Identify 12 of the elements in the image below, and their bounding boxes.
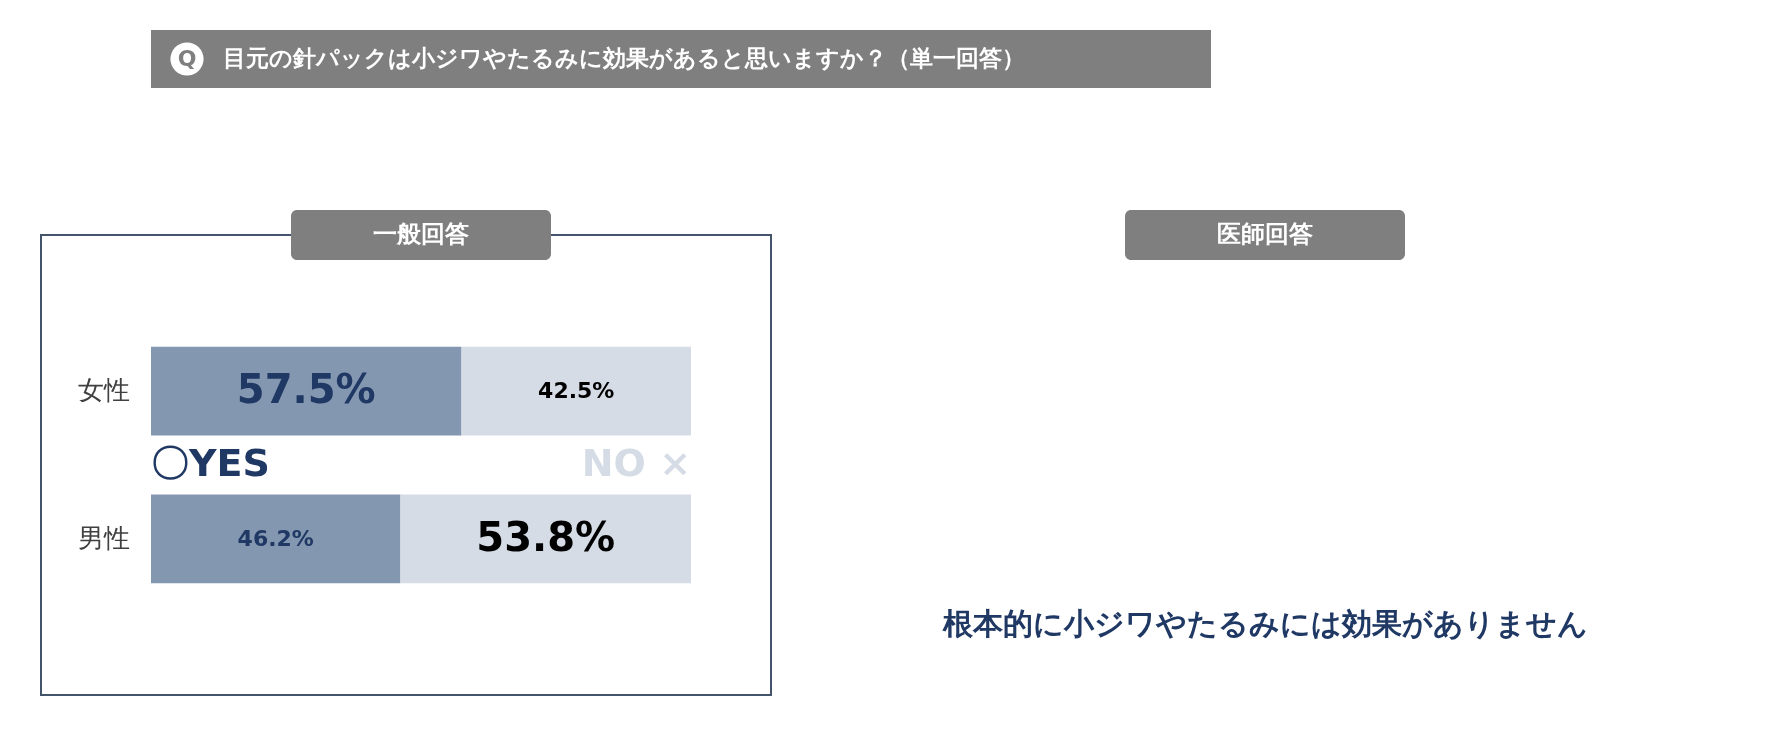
chart-title: 目元の針パックは小ジワやたるみに効果があると思いますか？（単一回答）	[223, 45, 1025, 71]
data-label: 46.2%	[237, 525, 314, 551]
y-tick-label: 女性	[77, 375, 130, 406]
series-label: 〇YES	[151, 441, 270, 485]
text: Q	[177, 46, 197, 71]
data-label: 57.5%	[236, 366, 376, 413]
data-label: 42.5%	[538, 378, 615, 404]
text: 根本的に小ジワやたるみには効果がありません	[941, 606, 1588, 641]
y-tick-label: 男性	[77, 522, 130, 553]
data-label: 53.8%	[476, 513, 616, 560]
chart-subtitle: 一般回答	[373, 220, 469, 248]
text: 医師回答	[1217, 220, 1313, 248]
